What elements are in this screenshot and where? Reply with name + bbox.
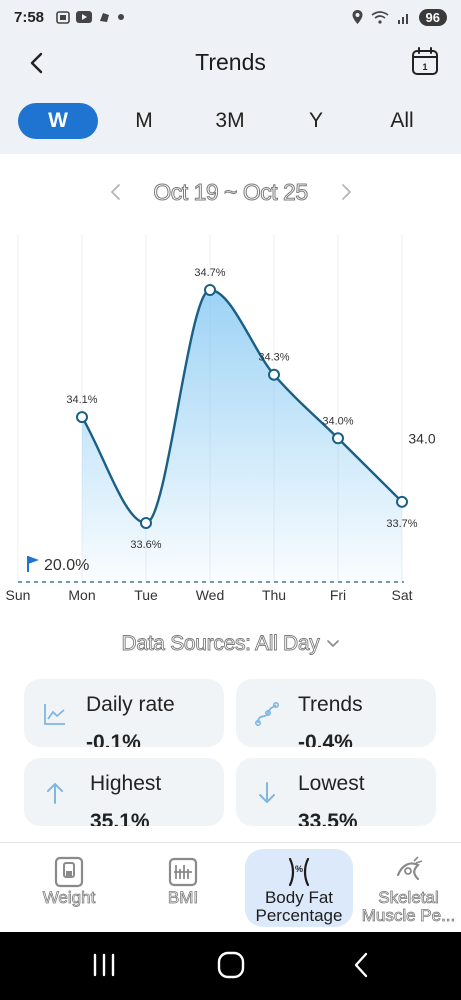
signal-icon [397, 13, 408, 24]
nav-label-body-fat: Body Fat Percentage [255, 888, 343, 925]
data-sources-selector[interactable]: Data Sources: All Day [0, 628, 461, 660]
data-point-wed[interactable] [204, 284, 216, 296]
date-range-selector: Oct 19 ~ Oct 25 [0, 174, 461, 210]
arrow-up-icon [47, 783, 63, 804]
screenshot-icon [56, 10, 70, 24]
period-selector: W M 3M Y All [0, 90, 461, 154]
nav-label-skeletal-muscle: Skeletal Muscle Pe... [361, 888, 456, 925]
recent-apps-icon[interactable] [91, 950, 117, 980]
x-tick-sun: Sun [6, 587, 31, 603]
daily-rate-card[interactable]: Daily rate -0.1% [24, 679, 224, 747]
body-fat-icon: % [288, 857, 310, 887]
data-point-mon[interactable] [76, 411, 88, 424]
period-tab-month[interactable]: M [135, 109, 153, 132]
next-week-arrow-icon[interactable] [336, 182, 356, 202]
x-tick-sat: Sat [391, 587, 412, 603]
youtube-icon [76, 11, 93, 23]
data-label-sat: 33.7% [386, 518, 417, 530]
data-label-wed: 34.7% [194, 267, 225, 279]
nav-label-bmi: BMI [167, 888, 199, 907]
lowest-value: 33.5% [298, 810, 358, 826]
nav-tab-skeletal-muscle[interactable]: Skeletal Muscle Pe... [356, 849, 461, 927]
chart-area-fill [82, 290, 402, 582]
line-chart-icon [44, 704, 65, 725]
x-tick-tue: Tue [134, 587, 158, 603]
target-label: 20.0% [44, 557, 89, 574]
data-point-sat[interactable] [396, 495, 408, 508]
calendar-day: 1 [422, 62, 427, 72]
reference-value-label: 34.0 [408, 430, 435, 446]
nav-tab-weight[interactable]: Weight [14, 849, 124, 927]
home-icon[interactable] [216, 950, 246, 980]
data-point-fri[interactable] [332, 432, 344, 445]
x-tick-mon: Mon [68, 587, 95, 603]
target-flag-icon [27, 556, 39, 572]
date-range-label: Oct 19 ~ Oct 25 [153, 178, 309, 205]
app-notification-icon [100, 12, 110, 22]
x-tick-thu: Thu [262, 587, 286, 603]
page-title: Trends [195, 48, 266, 75]
location-icon [352, 10, 363, 24]
data-sources-label: Data Sources: All Day [121, 632, 320, 656]
system-navigation-bar [0, 932, 461, 1000]
scale-icon [54, 856, 84, 888]
data-point-thu[interactable] [268, 368, 280, 381]
x-tick-fri: Fri [330, 587, 346, 603]
period-tab-all[interactable]: All [390, 109, 414, 132]
data-label-thu: 34.3% [258, 352, 289, 364]
arrow-down-icon [259, 782, 275, 803]
back-arrow-icon[interactable] [22, 48, 52, 78]
highest-card[interactable]: Highest 35.1% [24, 758, 224, 826]
app-bar: Trends 1 [0, 34, 461, 90]
lowest-card[interactable]: Lowest 33.5% [236, 758, 436, 826]
body-fat-trend-chart: 34.1% 33.6% 34.7% 34.3% 34.0% 33.7% 20.0% 34.… [6, 234, 436, 603]
trend-curve-icon [254, 701, 279, 726]
more-notifications-dot-icon [118, 14, 125, 20]
trends-value: -0.4% [298, 731, 353, 747]
bmi-icon [168, 857, 198, 887]
wifi-icon [371, 10, 389, 24]
daily-rate-title: Daily rate [86, 693, 175, 716]
nav-tab-bmi[interactable]: BMI [128, 849, 238, 927]
nav-tab-body-fat-percentage[interactable]: % Body Fat Percentage [245, 849, 353, 927]
trends-card[interactable]: Trends -0.4% [236, 679, 436, 747]
period-tab-3-months[interactable]: 3M [215, 109, 245, 132]
data-label-tue: 33.6% [130, 539, 161, 551]
lowest-title: Lowest [298, 772, 365, 795]
system-status-icons: 96 [352, 8, 447, 26]
period-tab-week[interactable]: W [18, 103, 98, 139]
data-label-fri: 34.0% [322, 415, 353, 427]
calendar-icon[interactable]: 1 [411, 46, 439, 76]
status-bar: 7:58 96 [0, 0, 461, 34]
x-tick-wed: Wed [196, 587, 225, 603]
status-time: 7:58 [14, 8, 45, 26]
system-back-icon[interactable] [349, 950, 375, 980]
battery-level: 96 [418, 8, 447, 26]
previous-week-arrow-icon[interactable] [106, 182, 126, 202]
daily-rate-value: -0.1% [86, 731, 141, 747]
notification-icons [56, 10, 125, 24]
data-label-mon: 34.1% [66, 394, 97, 406]
trends-title: Trends [298, 693, 363, 716]
period-tab-year[interactable]: Y [308, 109, 323, 132]
chevron-down-icon [327, 640, 340, 647]
svg-text:%: % [295, 864, 303, 874]
highest-value: 35.1% [90, 810, 150, 826]
bottom-navigation: Weight BMI % Body Fat Percentage Skeleta… [0, 842, 461, 932]
highest-title: Highest [90, 772, 162, 795]
data-point-tue[interactable] [140, 517, 152, 529]
skeletal-muscle-icon [396, 856, 422, 881]
nav-label-weight: Weight [42, 888, 96, 907]
